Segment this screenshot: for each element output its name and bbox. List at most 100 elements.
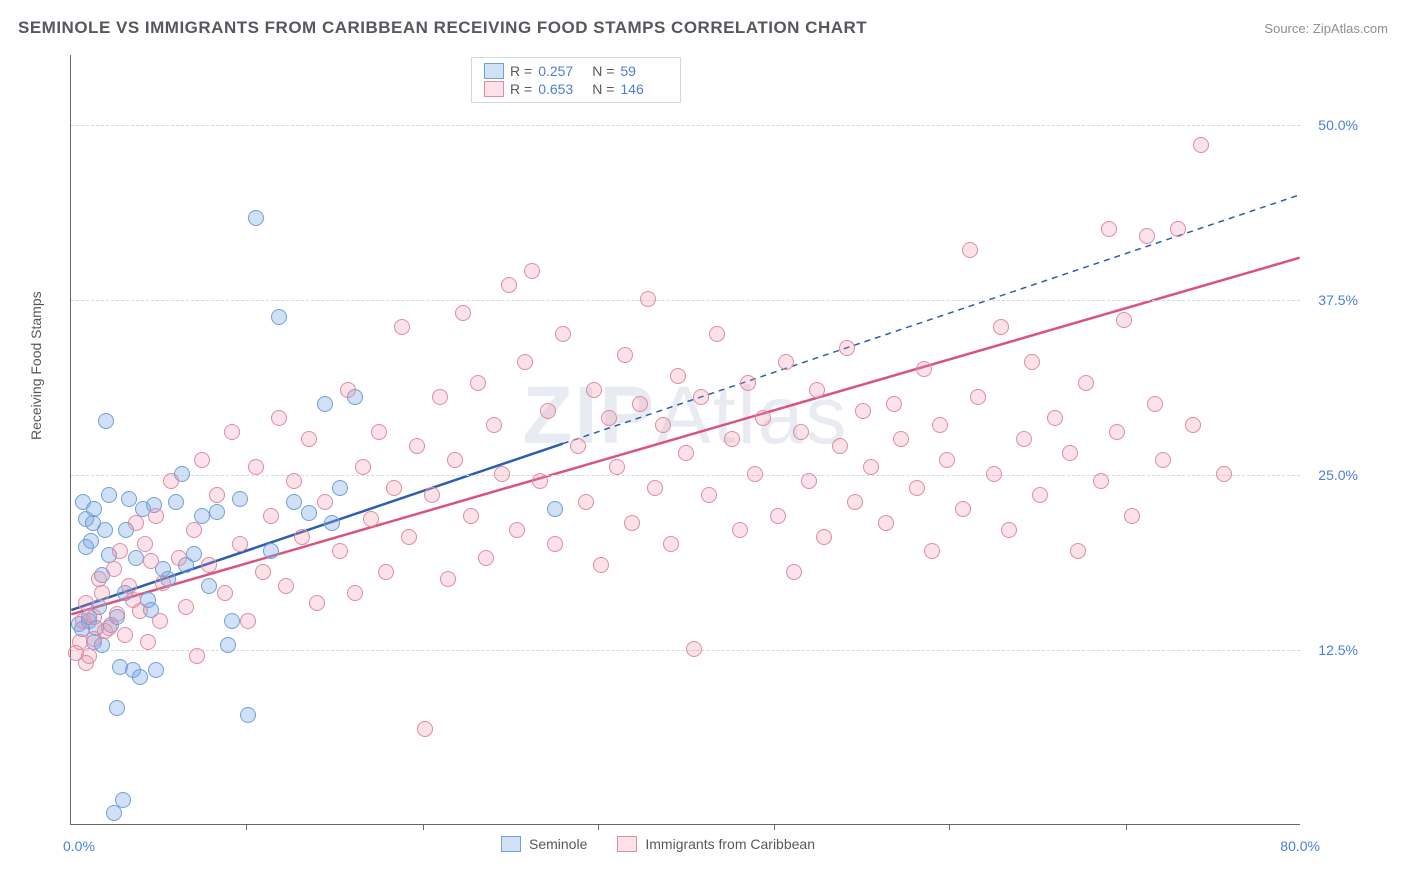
r-label: R = <box>510 63 532 79</box>
data-point-caribbean <box>1185 417 1201 433</box>
data-point-caribbean <box>863 459 879 475</box>
x-tick <box>246 824 247 830</box>
data-point-caribbean <box>893 431 909 447</box>
data-point-caribbean <box>401 529 417 545</box>
swatch-seminole-bottom <box>501 836 521 852</box>
data-point-caribbean <box>647 480 663 496</box>
data-point-caribbean <box>624 515 640 531</box>
data-point-caribbean <box>143 553 159 569</box>
data-point-caribbean <box>101 620 117 636</box>
n-label: N = <box>592 81 614 97</box>
data-point-caribbean <box>655 417 671 433</box>
data-point-caribbean <box>524 263 540 279</box>
data-point-caribbean <box>148 508 164 524</box>
data-point-seminole <box>224 613 240 629</box>
data-point-caribbean <box>463 508 479 524</box>
data-point-caribbean <box>163 473 179 489</box>
series-name-caribbean: Immigrants from Caribbean <box>645 836 815 852</box>
data-point-caribbean <box>317 494 333 510</box>
data-point-caribbean <box>347 585 363 601</box>
x-axis-max-label: 80.0% <box>1280 838 1320 854</box>
data-point-seminole <box>101 487 117 503</box>
data-point-caribbean <box>1193 137 1209 153</box>
data-point-caribbean <box>1101 221 1117 237</box>
data-point-caribbean <box>632 396 648 412</box>
gridline <box>71 125 1300 126</box>
data-point-caribbean <box>301 431 317 447</box>
data-point-caribbean <box>617 347 633 363</box>
data-point-caribbean <box>640 291 656 307</box>
data-point-caribbean <box>955 501 971 517</box>
data-point-caribbean <box>455 305 471 321</box>
data-point-caribbean <box>1170 221 1186 237</box>
data-point-caribbean <box>855 403 871 419</box>
data-point-caribbean <box>152 613 168 629</box>
data-point-seminole <box>324 515 340 531</box>
data-point-seminole <box>271 309 287 325</box>
data-point-caribbean <box>540 403 556 419</box>
data-point-caribbean <box>112 543 128 559</box>
data-point-caribbean <box>986 466 1002 482</box>
data-point-caribbean <box>440 571 456 587</box>
data-point-caribbean <box>747 466 763 482</box>
data-point-caribbean <box>1124 508 1140 524</box>
data-point-seminole <box>201 578 217 594</box>
data-point-caribbean <box>547 536 563 552</box>
data-point-caribbean <box>424 487 440 503</box>
data-point-caribbean <box>593 557 609 573</box>
data-point-caribbean <box>1001 522 1017 538</box>
data-point-caribbean <box>686 641 702 657</box>
data-point-caribbean <box>294 529 310 545</box>
data-point-caribbean <box>140 634 156 650</box>
data-point-caribbean <box>447 452 463 468</box>
data-point-seminole <box>263 543 279 559</box>
x-tick <box>423 824 424 830</box>
data-point-seminole <box>186 546 202 562</box>
data-point-caribbean <box>286 473 302 489</box>
data-point-caribbean <box>117 627 133 643</box>
data-point-caribbean <box>478 550 494 566</box>
data-point-caribbean <box>801 473 817 489</box>
data-point-caribbean <box>240 613 256 629</box>
legend-row-caribbean: R = 0.653 N = 146 <box>484 80 668 98</box>
data-point-seminole <box>209 504 225 520</box>
data-point-caribbean <box>1109 424 1125 440</box>
data-point-caribbean <box>601 410 617 426</box>
data-point-caribbean <box>578 494 594 510</box>
data-point-seminole <box>83 533 99 549</box>
data-point-caribbean <box>809 382 825 398</box>
data-point-caribbean <box>371 424 387 440</box>
data-point-caribbean <box>709 326 725 342</box>
data-point-caribbean <box>263 508 279 524</box>
y-tick-label: 12.5% <box>1318 642 1358 658</box>
data-point-caribbean <box>1116 312 1132 328</box>
n-label: N = <box>592 63 614 79</box>
data-point-caribbean <box>178 599 194 615</box>
data-point-caribbean <box>1024 354 1040 370</box>
data-point-caribbean <box>570 438 586 454</box>
y-tick-label: 50.0% <box>1318 117 1358 133</box>
data-point-caribbean <box>409 438 425 454</box>
data-point-caribbean <box>1078 375 1094 391</box>
data-point-caribbean <box>832 438 848 454</box>
source-attribution: Source: ZipAtlas.com <box>1264 21 1388 36</box>
data-point-caribbean <box>532 473 548 489</box>
data-point-caribbean <box>755 410 771 426</box>
data-point-caribbean <box>816 529 832 545</box>
data-point-caribbean <box>470 375 486 391</box>
data-point-caribbean <box>340 382 356 398</box>
data-point-caribbean <box>209 487 225 503</box>
data-point-caribbean <box>278 578 294 594</box>
data-point-caribbean <box>839 340 855 356</box>
data-point-caribbean <box>932 417 948 433</box>
data-point-caribbean <box>886 396 902 412</box>
data-point-caribbean <box>486 417 502 433</box>
data-point-caribbean <box>1139 228 1155 244</box>
data-point-caribbean <box>132 603 148 619</box>
data-point-seminole <box>248 210 264 226</box>
data-point-caribbean <box>201 557 217 573</box>
data-point-caribbean <box>1062 445 1078 461</box>
data-point-caribbean <box>793 424 809 440</box>
data-point-caribbean <box>186 522 202 538</box>
data-point-caribbean <box>740 375 756 391</box>
